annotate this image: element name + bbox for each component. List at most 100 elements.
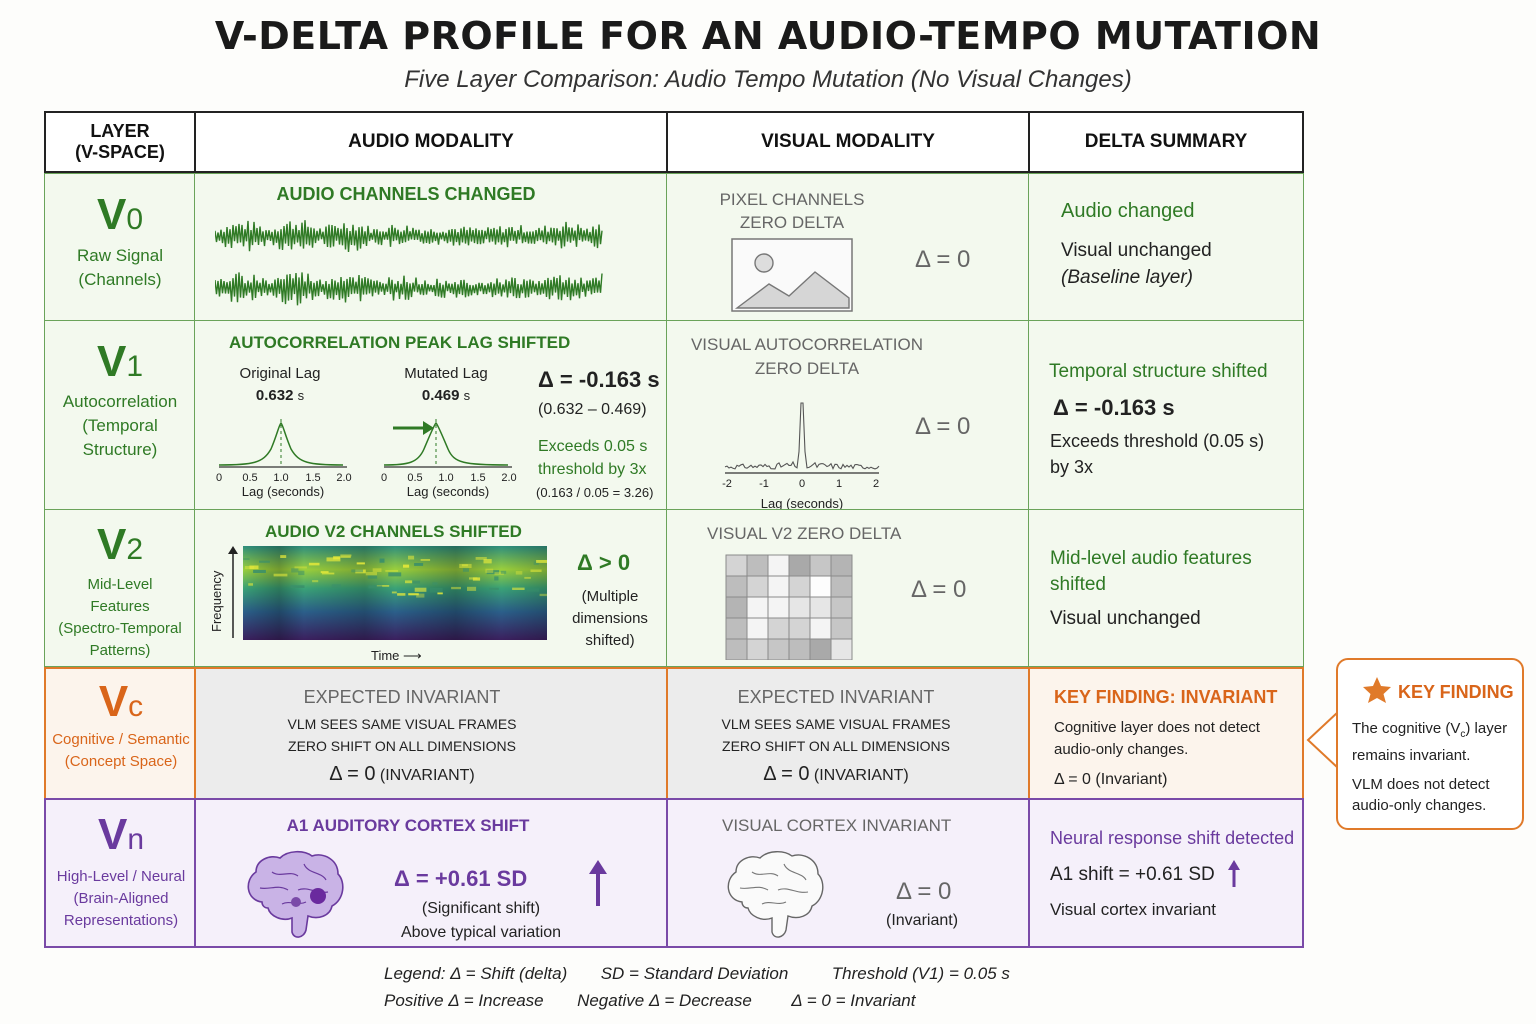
v2-audio-head: AUDIO V2 CHANNELS SHIFTED <box>265 522 522 541</box>
vc-label1: Cognitive / Semantic <box>52 731 190 748</box>
v2-sum1: Mid-level audio features <box>1050 548 1252 569</box>
mut-tick-4: 2.0 <box>501 472 516 484</box>
v2-audio-delta: Δ > 0 <box>577 550 631 575</box>
waveform-2 <box>215 272 603 306</box>
v2-visual-grid <box>725 554 853 660</box>
v1-orig-label: Original Lag <box>239 365 321 382</box>
waveform-1 <box>215 220 603 252</box>
vn-audio-head: A1 AUDITORY CORTEX SHIFT <box>286 816 530 835</box>
header-layer-line2: (V-SPACE) <box>75 142 165 162</box>
v1-audio-head: AUTOCORRELATION PEAK LAG SHIFTED <box>229 333 571 352</box>
v1-original-lag-chart: 0 0.5 1.0 1.5 2.0 <box>216 419 352 484</box>
a1-region-marker <box>310 888 326 904</box>
row-v0-audio: AUDIO CHANNELS CHANGED <box>194 173 668 322</box>
row-v1-audio: AUTOCORRELATION PEAK LAG SHIFTED Origina… <box>194 320 668 511</box>
v0-sum2: Visual unchanged <box>1061 240 1212 261</box>
vn-visual-note: (Invariant) <box>886 912 959 929</box>
header-layer: LAYER (V-SPACE) <box>44 111 196 173</box>
vn-symbol: Vn <box>97 810 145 859</box>
brain-icon-outline <box>727 851 824 938</box>
v1-mut-unit: s <box>463 388 471 403</box>
mut-tick-3: 1.5 <box>470 472 485 484</box>
page-title: V-DELTA PROFILE FOR AN AUDIO-TEMPO MUTAT… <box>214 14 1322 58</box>
vc-v-head: EXPECTED INVARIANT <box>737 687 935 707</box>
image-placeholder-icon <box>731 238 853 312</box>
vc-label2: (Concept Space) <box>64 753 178 770</box>
row-vn-layer: Vn High-Level / Neural (Brain-Aligned Re… <box>44 798 196 948</box>
vis-tick-2: 0 <box>799 478 805 490</box>
v2-label3: (Spectro-Temporal <box>58 620 182 637</box>
vn-visual-head: VISUAL CORTEX INVARIANT <box>722 816 952 835</box>
mutated-peak-curve <box>383 421 509 466</box>
row-v0-summary: Audio changed Visual unchanged (Baseline… <box>1028 173 1304 322</box>
row-vn-summary: Neural response shift detected A1 shift … <box>1028 798 1304 948</box>
vis-tick-3: 1 <box>836 478 842 490</box>
legend-l2: SD = Standard Deviation <box>600 964 789 983</box>
row-v0-visual: PIXEL CHANNELS ZERO DELTA Δ = 0 <box>666 173 1030 322</box>
v2-sum3: Visual unchanged <box>1050 608 1201 629</box>
row-v1-visual: VISUAL AUTOCORRELATION ZERO DELTA -2 -1 … <box>666 320 1030 511</box>
v1-visual-xlabel: Lag (seconds) <box>760 496 844 511</box>
v2-xlabel: Time ⟶ <box>371 648 422 663</box>
v1-delta-calc: (0.632 – 0.469) <box>538 401 647 418</box>
v1-visual-autocorr-chart: -2 -1 0 1 2 <box>722 402 880 490</box>
brain-icon-highlighted <box>247 850 344 938</box>
callout-line2: remains invariant. <box>1352 747 1471 764</box>
v2-sum2: shifted <box>1050 574 1106 595</box>
v1-exceeds1: Exceeds 0.05 s <box>538 438 648 455</box>
vc-sum4: Δ = 0 (Invariant) <box>1054 771 1168 788</box>
v2-visual-delta: Δ = 0 <box>911 576 967 603</box>
row-v2-layer: V2 Mid-Level Features (Spectro-Temporal … <box>44 509 196 667</box>
vn-audio-delta: Δ = +0.61 SD <box>394 866 528 891</box>
v0-visual-head2: ZERO DELTA <box>739 213 845 232</box>
vn-sum1: Neural response shift detected <box>1050 828 1295 848</box>
v0-sum3: (Baseline layer) <box>1061 267 1193 288</box>
v0-label2: (Channels) <box>78 270 162 289</box>
vn-label3: Representations) <box>63 912 179 929</box>
vn-sum3: Visual cortex invariant <box>1050 900 1216 919</box>
row-vc-audio: EXPECTED INVARIANT VLM SEES SAME VISUAL … <box>194 667 668 800</box>
v2-ylabel: Frequency <box>209 570 224 632</box>
vn-label1: High-Level / Neural <box>56 868 186 885</box>
row-vn-visual: VISUAL CORTEX INVARIANT Δ = 0 (Invariant… <box>666 798 1030 948</box>
mut-tick-2: 1.0 <box>438 472 453 484</box>
vis-tick-1: -1 <box>759 478 769 490</box>
vis-tick-0: -2 <box>722 478 732 490</box>
legend-l4: Positive Δ = Increase <box>384 991 544 1010</box>
v1-orig-xlabel: Lag (seconds) <box>241 484 325 499</box>
v1-visual-head1: VISUAL AUTOCORRELATION <box>690 335 924 354</box>
vc-a-head: EXPECTED INVARIANT <box>303 687 501 707</box>
row-vn-audio: A1 AUDITORY CORTEX SHIFT Δ = +0.61 SD (S… <box>194 798 668 948</box>
callout-line4: audio-only changes. <box>1352 797 1487 814</box>
vc-sum1: KEY FINDING: INVARIANT <box>1054 687 1278 707</box>
v1-exceeds2: threshold by 3x <box>538 461 647 478</box>
v2-label4: Patterns) <box>89 642 151 659</box>
orig-tick-1: 0.5 <box>242 472 257 484</box>
row-v2-summary: Mid-level audio features shifted Visual … <box>1028 509 1304 667</box>
legend-row2: Positive Δ = Increase Negative Δ = Decre… <box>384 991 915 1011</box>
row-v1-summary: Temporal structure shifted Δ = -0.163 s … <box>1028 320 1304 511</box>
vc-v-line1: VLM SEES SAME VISUAL FRAMES <box>721 716 951 732</box>
header-delta: DELTA SUMMARY <box>1028 111 1304 173</box>
mut-tick-0: 0 <box>381 472 387 484</box>
vc-v-line2: ZERO SHIFT ON ALL DIMENSIONS <box>722 738 950 754</box>
orig-tick-3: 1.5 <box>305 472 320 484</box>
secondary-region-marker <box>291 897 301 907</box>
vc-a-delta: Δ = 0 <box>329 763 376 785</box>
v1-label1: Autocorrelation <box>62 392 178 411</box>
row-v0-layer: V0 Raw Signal (Channels) <box>44 173 196 322</box>
vis-tick-4: 2 <box>873 478 879 490</box>
v0-symbol: V0 <box>96 190 144 239</box>
v2-note1: (Multiple <box>581 588 639 605</box>
v1-orig-value: 0.632 <box>255 387 294 404</box>
row-vc-visual: EXPECTED INVARIANT VLM SEES SAME VISUAL … <box>666 667 1030 800</box>
v0-label1: Raw Signal <box>77 246 163 265</box>
callout-line1: The cognitive (Vc) layer <box>1352 720 1508 740</box>
legend-row1: Legend: Δ = Shift (delta) SD = Standard … <box>384 964 1010 984</box>
up-arrow-icon-small <box>1228 860 1240 887</box>
legend-l3: Threshold (V1) = 0.05 s <box>831 964 1010 983</box>
header-layer-line1: LAYER <box>90 121 150 141</box>
v1-label3: Structure) <box>82 440 158 459</box>
up-arrow-icon <box>589 860 607 906</box>
v2-label2: Features <box>90 598 150 615</box>
